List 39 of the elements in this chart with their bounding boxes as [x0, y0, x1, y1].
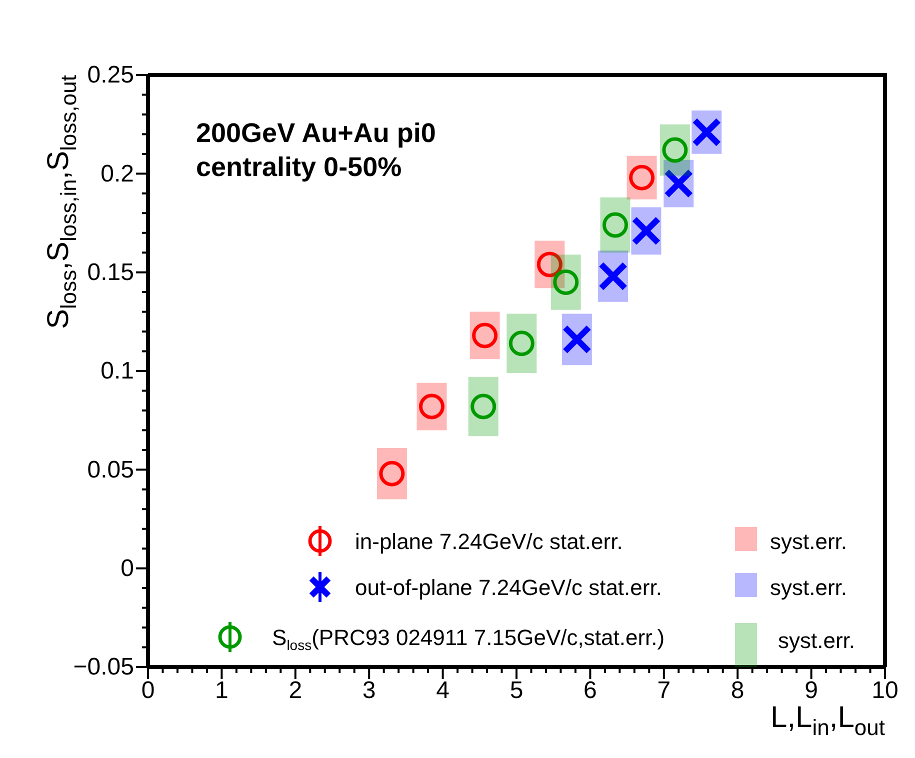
x-tick-label: 7: [657, 677, 671, 704]
point: [418, 394, 444, 420]
x-tick-label: 2: [288, 677, 302, 704]
x-tick-label: 6: [584, 677, 597, 704]
legend-label: in-plane 7.24GeV/c stat.err.: [355, 529, 623, 554]
x-tick-label: 5: [510, 677, 524, 704]
x-tick-label: 0: [141, 677, 155, 704]
point: [598, 262, 628, 292]
y-tick-label: 0.05: [87, 456, 134, 484]
annotation: syst.err.: [770, 575, 848, 600]
point: [470, 394, 496, 420]
point: [631, 216, 661, 246]
annotation: syst.err.: [778, 628, 856, 653]
text: 200GeV Au+Au pi0: [196, 118, 436, 148]
point: [472, 322, 498, 348]
x-tick-label: 4: [436, 677, 450, 704]
text: centrality 0-50%: [196, 152, 402, 182]
x-tick-label: 8: [730, 677, 744, 704]
point: [664, 168, 694, 198]
annotation: syst.err.: [770, 529, 848, 554]
y-tick-label: 0.1: [100, 358, 134, 385]
point: [536, 252, 562, 278]
point: [379, 460, 405, 486]
x-tick-label: 3: [362, 677, 376, 704]
y-tick-label: 0: [120, 555, 134, 582]
point: [553, 269, 579, 295]
point: [562, 324, 592, 354]
point: [692, 117, 722, 147]
y-tick-label: 0.25: [87, 62, 134, 89]
x-tick-label: 1: [215, 677, 228, 704]
point: [662, 137, 688, 163]
y-tick-label: 0.2: [100, 160, 134, 188]
y-tick-label: −0.05: [73, 654, 134, 681]
point: [602, 212, 628, 238]
point: [629, 164, 655, 190]
point: [508, 330, 534, 356]
legend-label: S$_{loss}$(PRC93 024911 7.15GeV/c,stat.err.): [272, 625, 665, 653]
y-tick-label: 0.15: [87, 259, 134, 286]
legend-label: out-of-plane 7.24GeV/c stat.err.: [355, 575, 662, 600]
